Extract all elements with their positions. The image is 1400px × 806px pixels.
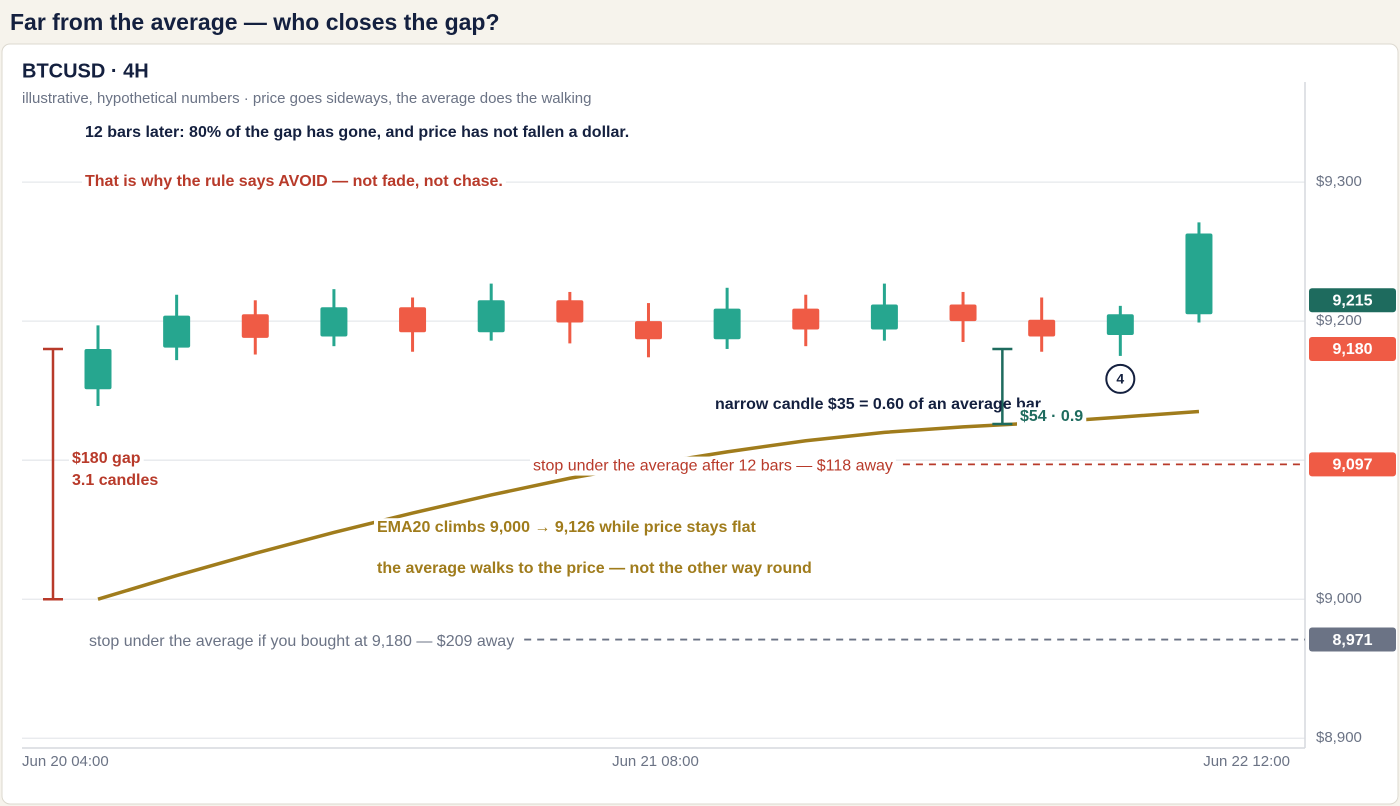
annotation-bg (82, 123, 633, 143)
x-tick-label: Jun 20 04:00 (22, 753, 109, 770)
page-title: Far from the average — who closes the ga… (10, 9, 500, 35)
candle-body (792, 308, 820, 330)
price-label: 9,097 (1332, 457, 1372, 474)
annotation: stop under the average after 12 bars — $… (533, 458, 893, 475)
closed-label-bg (1017, 407, 1087, 427)
chart-subtitle: illustrative, hypothetical numbers · pri… (22, 90, 591, 107)
candle-body (477, 300, 505, 333)
gap-label-bg (69, 449, 144, 469)
price-label: 9,180 (1332, 341, 1372, 358)
price-label-box (1309, 452, 1396, 477)
candle-body (1106, 314, 1134, 336)
marker-circle (1105, 363, 1136, 394)
price-label: 8,971 (1332, 632, 1372, 649)
candle-body (163, 315, 191, 348)
annotation: EMA20 climbs 9,000 → 9,126 while price s… (377, 519, 757, 536)
annotation: the average walks to the price — not the… (377, 560, 812, 577)
candle-body (870, 304, 898, 330)
annotation-bg (530, 456, 896, 476)
annotation-bg (374, 559, 815, 579)
gap-label-bg (69, 471, 162, 491)
annotation: stop under the average if you bought at … (89, 633, 514, 650)
candle-body (713, 308, 741, 340)
price-label-box (1309, 627, 1396, 652)
gap-label: $180 gap (72, 450, 141, 467)
marker-label: 4 (1116, 371, 1124, 387)
y-tick-label: $9,000 (1316, 590, 1362, 607)
price-label-box (1309, 288, 1396, 313)
candle-body (84, 348, 112, 390)
closed-label: $54 · 0.9 (1020, 408, 1083, 425)
candle-body (634, 321, 662, 340)
candle-body (320, 307, 348, 337)
y-tick-label: $9,300 (1316, 173, 1362, 190)
candle-body (1028, 319, 1056, 337)
card (1, 43, 1399, 805)
candle-body (241, 314, 269, 338)
annotation-bg (82, 172, 506, 192)
annotation: 12 bars later: 80% of the gap has gone, … (85, 124, 629, 141)
annotation: That is why the rule says AVOID — not fa… (85, 173, 503, 190)
candle-body (949, 304, 977, 322)
gap-label: 3.1 candles (72, 472, 158, 489)
x-tick-label: Jun 21 08:00 (612, 753, 699, 770)
price-label: 9,215 (1332, 293, 1372, 310)
candle-body (1185, 233, 1213, 315)
price-label-box (1309, 336, 1396, 361)
candle-body (556, 300, 584, 323)
chart-title: BTCUSD · 4H (22, 60, 149, 82)
y-tick-label: $9,200 (1316, 312, 1362, 329)
candle-body (399, 307, 427, 333)
y-tick-label: $8,900 (1316, 729, 1362, 746)
annotation-bg (86, 631, 518, 651)
annotation-bg (374, 518, 760, 538)
annotation: narrow candle $35 = 0.60 of an average b… (715, 396, 1041, 413)
x-tick-label: Jun 22 12:00 (1203, 753, 1290, 770)
